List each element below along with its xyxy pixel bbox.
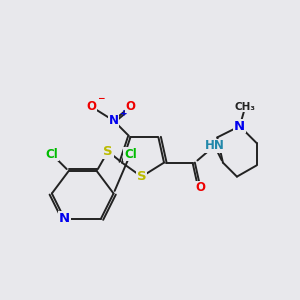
Text: Cl: Cl — [46, 148, 58, 161]
Text: HN: HN — [205, 139, 224, 152]
Text: N: N — [109, 114, 118, 127]
Text: O: O — [86, 100, 96, 113]
Text: Cl: Cl — [124, 148, 137, 161]
Text: +: + — [120, 109, 127, 118]
Text: S: S — [137, 170, 146, 183]
Text: O: O — [125, 100, 135, 113]
Text: CH₃: CH₃ — [235, 101, 256, 112]
Text: N: N — [59, 212, 70, 225]
Text: N: N — [234, 120, 245, 133]
Text: S: S — [103, 145, 113, 158]
Text: −: − — [97, 94, 105, 103]
Text: O: O — [196, 182, 206, 194]
